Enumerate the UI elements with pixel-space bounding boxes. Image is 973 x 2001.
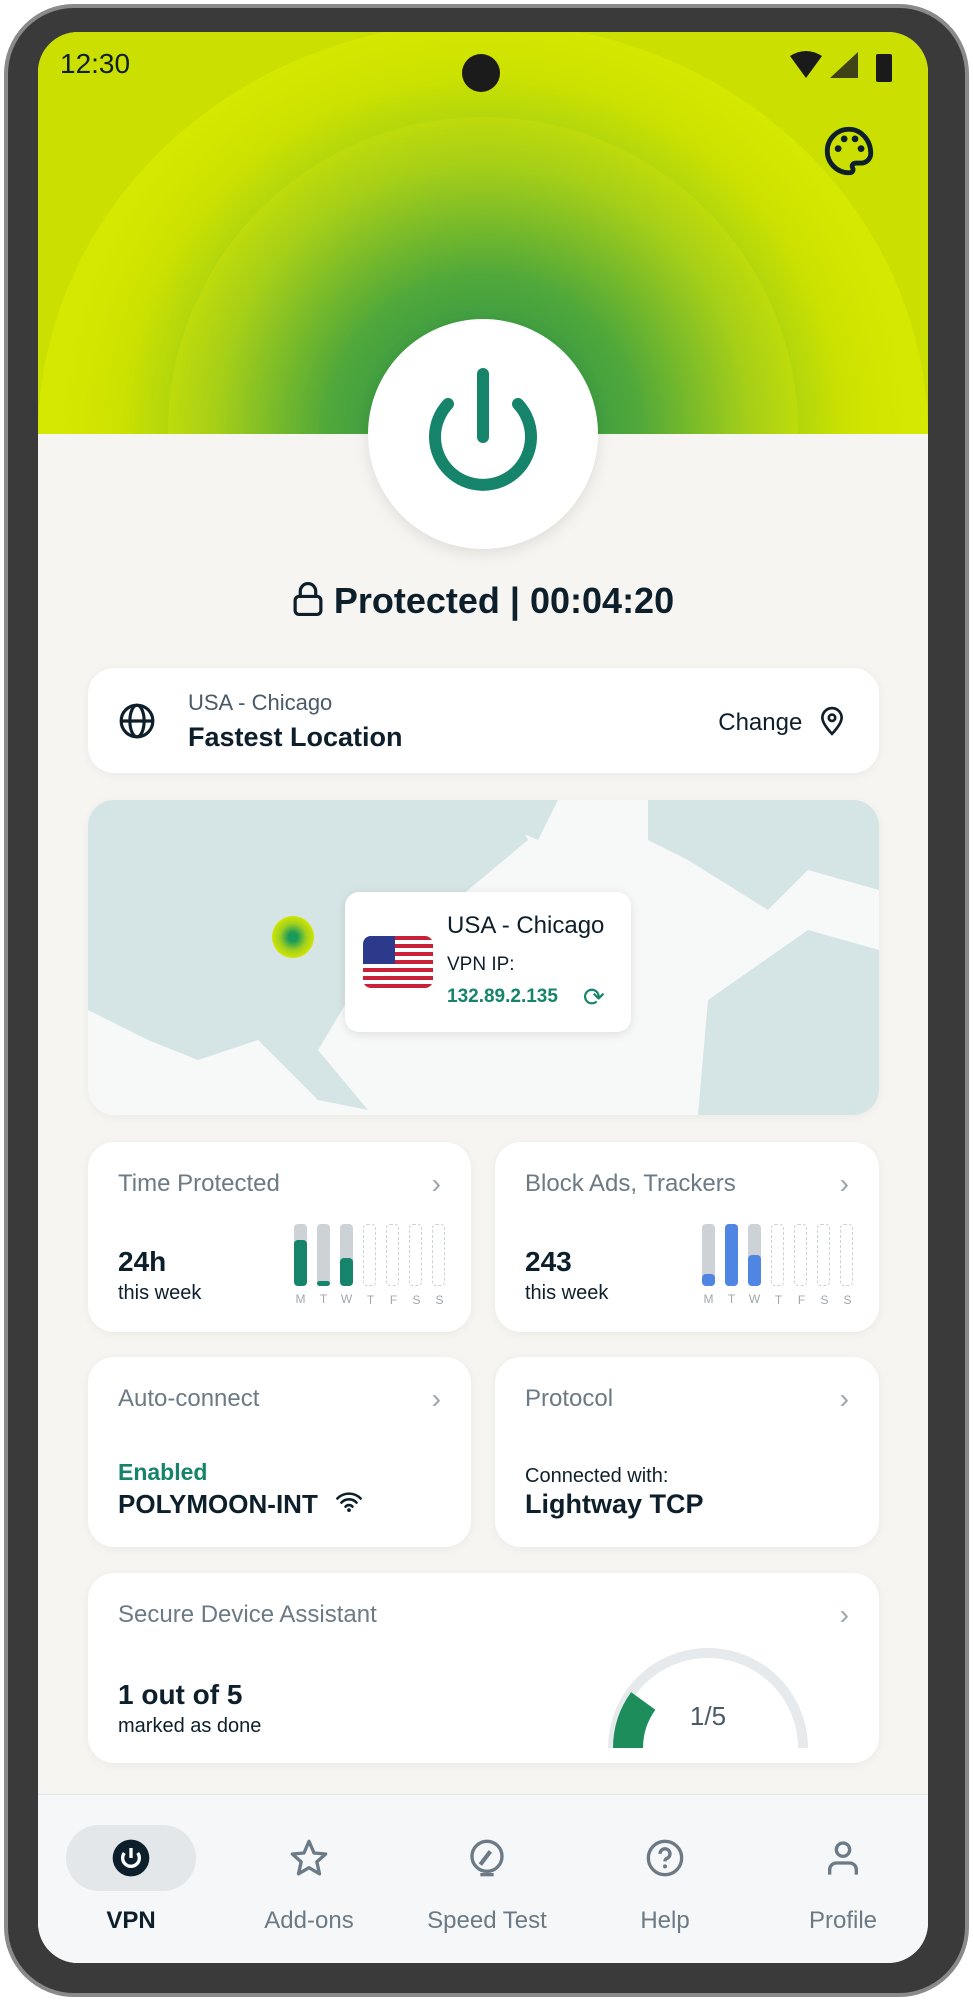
chevron-right-icon: › [839, 1168, 849, 1199]
connect-power-button[interactable] [368, 319, 598, 549]
day-label: W [748, 1292, 761, 1306]
change-location-button[interactable]: Change [718, 706, 845, 737]
day-bar: T [363, 1224, 376, 1307]
day-bar: W [340, 1224, 353, 1306]
bar-fill [725, 1224, 738, 1286]
nav-item-add-ons[interactable]: Add-ons [224, 1825, 394, 1935]
palette-icon[interactable] [820, 122, 878, 180]
day-label: S [843, 1293, 852, 1307]
gauge-label: 1/5 [690, 1701, 726, 1731]
nav-label: Help [640, 1907, 690, 1934]
nav-item-help[interactable]: Help [580, 1825, 750, 1935]
power-icon [429, 368, 537, 491]
day-label: M [295, 1292, 306, 1306]
bottom-nav: VPN Add-ons Speed Test Help Profile [38, 1794, 928, 1963]
day-label: S [412, 1293, 421, 1307]
day-bar: S [409, 1224, 422, 1307]
day-bar: T [317, 1224, 330, 1306]
vpn-ip: 132.89.2.135 [447, 986, 558, 1007]
nav-item-vpn[interactable]: VPN [46, 1825, 216, 1935]
day-label: S [435, 1293, 444, 1307]
day-bar: T [725, 1224, 738, 1306]
bar-fill [748, 1255, 761, 1286]
usa-flag-icon [363, 936, 433, 988]
day-bar: T [771, 1224, 784, 1307]
chevron-right-icon: › [431, 1383, 441, 1414]
lock-icon [293, 582, 323, 617]
day-bar: M [702, 1224, 715, 1306]
day-bar: M [294, 1224, 307, 1306]
screen: 12:30 Protected | 00:04:20 USA - Chicago… [38, 32, 928, 1963]
world-map [88, 800, 879, 1115]
globe-icon [119, 703, 155, 739]
progress-gauge: 1/5 [608, 1648, 808, 1749]
refresh-ip-icon[interactable]: ⟳ [583, 982, 605, 1012]
day-label: F [797, 1293, 806, 1307]
day-bar: S [840, 1224, 853, 1307]
day-bar: S [817, 1224, 830, 1307]
nav-item-speed-test[interactable]: Speed Test [402, 1825, 572, 1935]
day-label: T [319, 1292, 328, 1306]
secure-device-assistant-card[interactable]: Secure Device Assistant › 1 out of 5 mark… [88, 1573, 879, 1763]
user-icon [778, 1825, 908, 1891]
nav-label: Profile [808, 1907, 878, 1934]
day-bar: S [432, 1224, 445, 1307]
bar-fill [340, 1258, 353, 1286]
day-label: S [820, 1293, 829, 1307]
location-popup: USA - Chicago VPN IP: 132.89.2.135 ⟳ [345, 892, 631, 1032]
location-marker [272, 916, 314, 958]
location-pin-icon [821, 706, 843, 736]
power-icon [66, 1825, 196, 1891]
bar-fill [317, 1281, 330, 1286]
star-icon [244, 1825, 374, 1891]
chevron-right-icon: › [839, 1383, 849, 1414]
day-bar: F [386, 1224, 399, 1307]
location-name: Fastest Location [188, 722, 403, 752]
bar-fill [702, 1273, 715, 1286]
connection-status: Protected | 00:04:20 [38, 580, 928, 622]
speedometer-icon [422, 1825, 552, 1891]
nav-label: Speed Test [427, 1907, 547, 1934]
bar-fill [294, 1239, 307, 1286]
camera [462, 54, 500, 92]
day-label: T [774, 1293, 783, 1307]
nav-item-profile[interactable]: Profile [758, 1825, 928, 1935]
header-background [38, 32, 928, 434]
day-label: T [366, 1293, 375, 1307]
chevron-right-icon: › [431, 1168, 441, 1199]
day-bar: F [794, 1224, 807, 1307]
help-icon [600, 1825, 730, 1891]
status-time: 12:30 [60, 48, 131, 79]
day-label: M [703, 1292, 714, 1306]
chevron-right-icon: › [839, 1599, 849, 1630]
wifi-icon [336, 1492, 363, 1513]
auto-connect-card[interactable]: Auto-connect › Enabled POLYMOON-INT [88, 1357, 471, 1547]
nav-label: VPN [106, 1907, 156, 1934]
day-bar: W [748, 1224, 761, 1306]
location-city: USA - Chicago [188, 690, 333, 715]
protocol-card[interactable]: Protocol › Connected with: Lightway TCP [495, 1357, 879, 1547]
day-label: T [727, 1292, 736, 1306]
location-card[interactable]: USA - Chicago Fastest Location Change [88, 668, 879, 773]
map[interactable]: USA - Chicago VPN IP: 132.89.2.135 ⟳ [88, 800, 879, 1115]
nav-label: Add-ons [264, 1907, 354, 1934]
day-label: F [389, 1293, 398, 1307]
status-icons [790, 51, 892, 82]
day-label: W [340, 1292, 353, 1306]
